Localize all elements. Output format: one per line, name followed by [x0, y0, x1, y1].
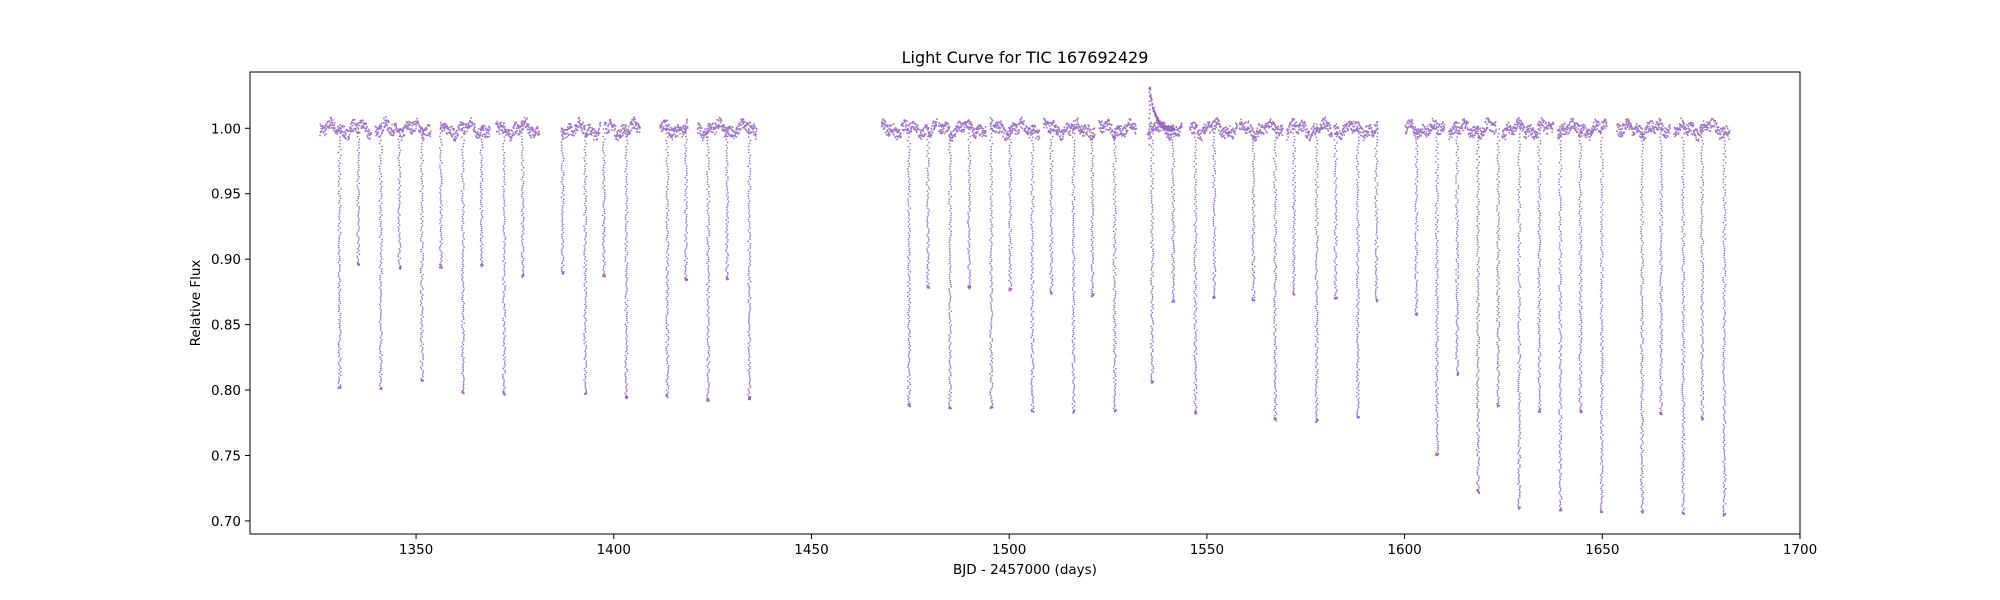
x-tick-label: 1600: [1387, 542, 1421, 558]
y-tick-label: 0.95: [211, 187, 241, 203]
x-tick-label: 1400: [597, 542, 631, 558]
y-tick-label: 0.80: [211, 383, 241, 399]
x-tick-label: 1650: [1585, 542, 1619, 558]
y-tick-label: 0.85: [211, 318, 241, 334]
chart-title: Light Curve for TIC 167692429: [902, 48, 1149, 67]
y-tick-label: 0.75: [211, 448, 241, 464]
x-tick-label: 1500: [992, 542, 1026, 558]
x-tick-label: 1350: [399, 542, 433, 558]
y-tick-label: 0.90: [211, 252, 241, 268]
x-axis-label: BJD - 2457000 (days): [953, 562, 1097, 578]
y-tick-label: 1.00: [211, 121, 241, 137]
y-tick-label: 0.70: [211, 514, 241, 530]
y-axis-label: Relative Flux: [188, 260, 204, 347]
x-tick-label: 1550: [1190, 542, 1224, 558]
x-tick-label: 1450: [794, 542, 828, 558]
x-tick-label: 1700: [1783, 542, 1817, 558]
